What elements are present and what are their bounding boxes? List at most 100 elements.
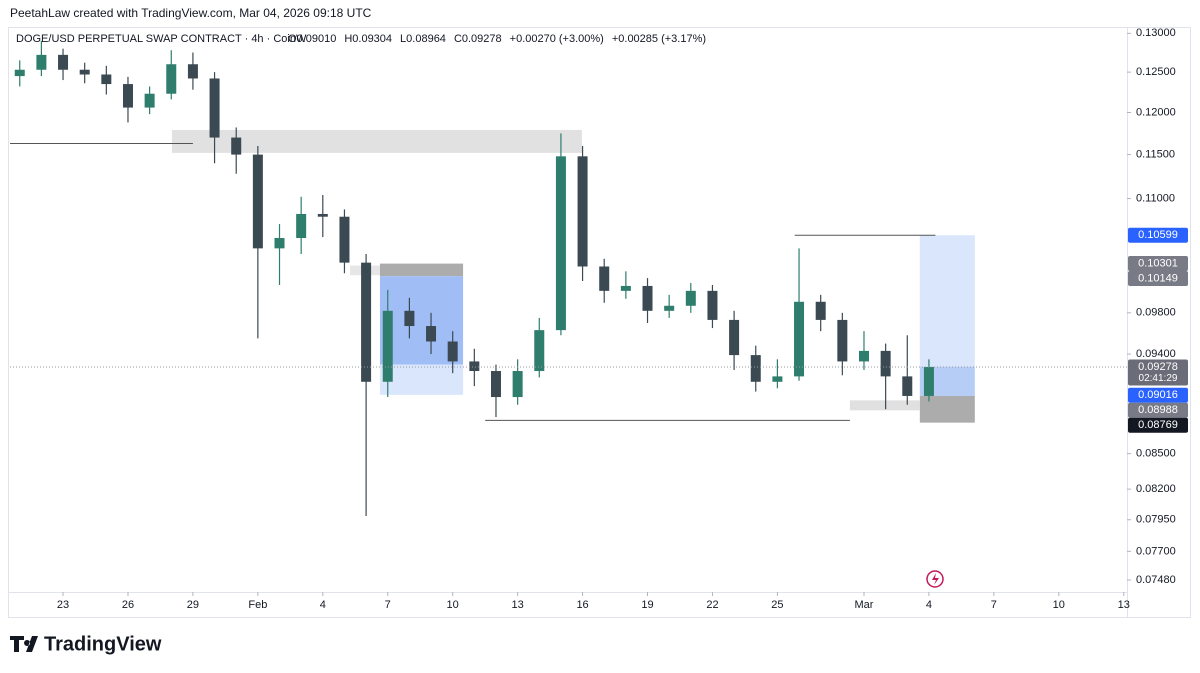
candle-body — [404, 310, 415, 327]
ohlc-value: C0.09278 — [454, 33, 502, 45]
price-badge-label: 0.10301 — [1138, 257, 1178, 269]
x-tick-label: 19 — [641, 599, 653, 611]
candle-body — [187, 64, 198, 79]
candle-body — [426, 326, 437, 342]
candle-body — [858, 350, 869, 362]
candle-body — [880, 350, 891, 377]
x-tick-label: 13 — [1118, 599, 1130, 611]
candle-body — [577, 156, 588, 267]
x-tick-label: 22 — [706, 599, 718, 611]
candle-body — [101, 74, 112, 85]
candle-body — [555, 156, 566, 331]
y-tick-label: 0.12000 — [1136, 106, 1176, 118]
price-badge-label: 0.09016 — [1138, 389, 1178, 401]
countdown: 02:41:29 — [1139, 373, 1178, 384]
candle-body — [642, 285, 653, 311]
price-badge-label: 0.10599 — [1138, 229, 1178, 241]
price-badge — [1128, 402, 1188, 418]
candle-body — [14, 69, 25, 77]
x-tick-label: 10 — [447, 599, 459, 611]
price-badge — [1128, 387, 1188, 403]
ohlc-value: L0.08964 — [400, 33, 446, 45]
y-tick-label: 0.08500 — [1136, 447, 1176, 459]
price-badge — [1128, 271, 1188, 287]
candle-body — [122, 84, 133, 108]
y-tick-label: 0.13000 — [1136, 27, 1176, 39]
y-tick-label: 0.07950 — [1136, 514, 1176, 526]
zone — [919, 395, 975, 423]
x-tick-label: 29 — [187, 599, 199, 611]
x-tick-label: 7 — [991, 599, 997, 611]
candle-body — [750, 355, 761, 382]
candle-body — [382, 310, 393, 382]
x-tick-label: 4 — [320, 599, 326, 611]
price-badge — [1128, 227, 1188, 243]
x-tick-label: 26 — [122, 599, 134, 611]
candle-body — [317, 213, 328, 217]
x-tick-label: 25 — [771, 599, 783, 611]
zone — [919, 235, 975, 367]
x-tick-label: 23 — [57, 599, 69, 611]
candle-body — [447, 341, 458, 362]
candle-body — [599, 266, 610, 291]
ohlc-value: +0.00270 (+3.00%) — [510, 33, 604, 45]
candle-body — [274, 238, 285, 249]
price-badge — [1128, 256, 1188, 272]
x-tick-label: Feb — [248, 599, 267, 611]
y-tick-label: 0.11000 — [1136, 192, 1175, 204]
header-text: PeetahLaw created with TradingView.com, … — [10, 6, 372, 20]
candle-body — [252, 154, 263, 249]
x-tick-label: 7 — [385, 599, 391, 611]
candle-body — [620, 285, 631, 291]
x-tick-label: 13 — [512, 599, 524, 611]
candle-body — [79, 69, 90, 75]
candle-body — [166, 64, 177, 94]
x-tick-label: 4 — [926, 599, 932, 611]
y-tick-label: 0.11500 — [1136, 149, 1175, 161]
ohlc-legend: O0.09010 H0.09304 L0.08964 C0.09278 +0.00270… — [288, 33, 706, 45]
y-tick-label: 0.12500 — [1136, 66, 1176, 78]
candle-body — [902, 376, 913, 396]
y-tick-label: 0.08200 — [1136, 483, 1176, 495]
candle-body — [729, 319, 740, 356]
candle-body — [144, 93, 155, 108]
chart-frame — [8, 27, 1191, 618]
x-tick-label: Mar — [855, 599, 874, 611]
symbol: DOGE/USD PERPETUAL SWAP CONTRACT · 4h · … — [16, 33, 307, 45]
candle-body — [664, 305, 675, 311]
candle-body — [339, 216, 350, 263]
zone — [379, 364, 464, 395]
price-badge — [1128, 359, 1188, 386]
x-tick-label: 10 — [1053, 599, 1065, 611]
zone — [171, 129, 582, 153]
y-tick-label: 0.07700 — [1136, 545, 1176, 557]
price-badge-label: 0.10149 — [1138, 272, 1178, 284]
y-tick-label: 0.09400 — [1136, 348, 1176, 360]
event-icon-bolt — [932, 573, 939, 585]
y-tick-label: 0.07480 — [1136, 574, 1176, 586]
candle-body — [209, 78, 220, 138]
logo-mark — [10, 636, 38, 652]
candle-body — [361, 262, 372, 382]
zone — [379, 263, 464, 277]
logo: TradingView — [10, 633, 162, 655]
logo-text: TradingView — [44, 633, 162, 655]
price-badge-label: 0.08988 — [1138, 404, 1178, 416]
ohlc-value: +0.00285 (+3.17%) — [612, 33, 706, 45]
candle-body — [469, 361, 480, 372]
zone — [849, 400, 920, 411]
candle-body — [815, 301, 826, 320]
candle-body — [490, 371, 501, 398]
candle-body — [231, 137, 242, 155]
price-badge — [1128, 417, 1188, 433]
candle-body — [36, 54, 47, 70]
plot — [10, 40, 1127, 517]
candle-body — [58, 54, 69, 70]
candle-body — [685, 290, 696, 306]
candle-body — [296, 213, 307, 239]
candle-body — [534, 330, 545, 372]
candle-body — [707, 290, 718, 320]
candle-body — [772, 376, 783, 382]
price-badge-label: 0.09278 — [1138, 361, 1178, 373]
